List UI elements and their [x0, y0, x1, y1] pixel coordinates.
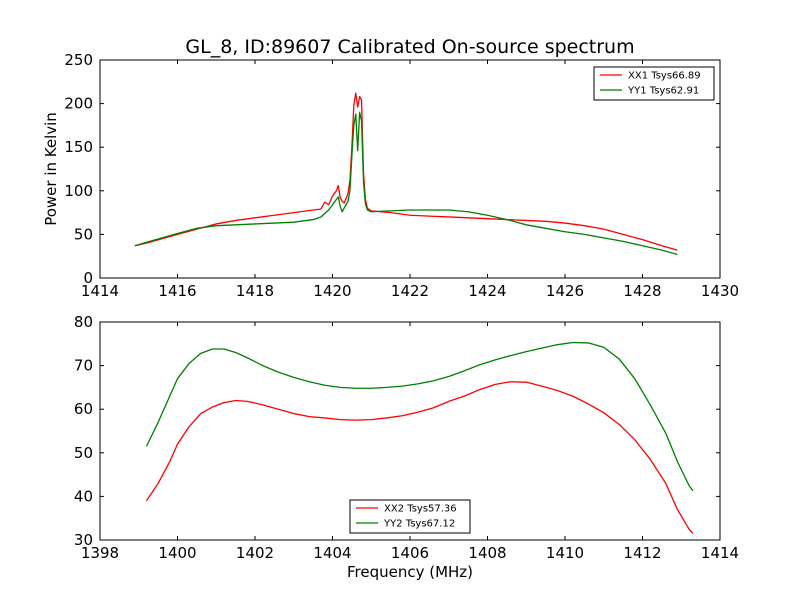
series-line-2 [134, 111, 678, 256]
x-tick-label: 1420 [313, 282, 351, 300]
y-tick-label: 200 [64, 95, 93, 113]
y-tick-label: 50 [74, 225, 93, 243]
legend-box [349, 499, 471, 534]
x-tick-label: 1404 [313, 544, 351, 562]
x-tick-label: 1426 [546, 282, 584, 300]
x-tick-label: 1414 [701, 544, 739, 562]
x-tick-label: 1422 [391, 282, 429, 300]
y-tick-label: 0 [83, 269, 93, 287]
y-tick-label: 40 [74, 487, 93, 505]
series-line-1 [134, 92, 678, 251]
y-tick-label: 70 [74, 357, 93, 375]
y-tick-label: 50 [74, 444, 93, 462]
legend-box [593, 66, 715, 101]
x-tick-label: 1430 [701, 282, 739, 300]
figure-title: GL_8, ID:89607 Calibrated On-source spec… [185, 36, 634, 58]
x-tick-label: 1418 [236, 282, 274, 300]
series-line-2 [145, 341, 694, 492]
series-line-1 [145, 381, 694, 534]
legend-label: XX2 Tsys57.36 [384, 504, 457, 515]
x-tick-label: 1406 [391, 544, 429, 562]
y-axis-label: Power in Kelvin [42, 112, 60, 226]
legend-label: XX1 Tsys66.89 [628, 71, 701, 82]
x-tick-label: 1428 [623, 282, 661, 300]
x-tick-label: 1416 [158, 282, 196, 300]
y-tick-label: 100 [64, 182, 93, 200]
legend-label: YY2 Tsys67.12 [383, 519, 455, 530]
x-tick-label: 1408 [468, 544, 506, 562]
top-panel: 1414 1416 1418 1420 1422 1424 1426 1428 1430 0 50 1… [42, 51, 739, 300]
x-tick-label: 1410 [546, 544, 584, 562]
y-tick-label: 250 [64, 51, 93, 69]
x-axis-label: Frequency (MHz) [347, 563, 473, 581]
y-tick-label: 150 [64, 138, 93, 156]
y-tick-label: 60 [74, 400, 93, 418]
x-tick-label: 1412 [623, 544, 661, 562]
legend-label: YY1 Tsys62.91 [627, 86, 699, 97]
bottom-panel: 1398 1400 1402 1404 1406 1408 1410 1412 1414 30 40… [74, 313, 739, 581]
legend: XX1 Tsys66.89 YY1 Tsys62.91 [593, 66, 715, 101]
x-tick-label: 1400 [158, 544, 196, 562]
legend: XX2 Tsys57.36 YY2 Tsys67.12 [349, 499, 471, 534]
y-tick-label: 80 [74, 313, 93, 331]
x-tick-label: 1414 [81, 282, 119, 300]
x-tick-label: 1398 [81, 544, 119, 562]
x-tick-label: 1402 [236, 544, 274, 562]
y-tick-label: 30 [74, 531, 93, 549]
x-tick-label: 1424 [468, 282, 506, 300]
